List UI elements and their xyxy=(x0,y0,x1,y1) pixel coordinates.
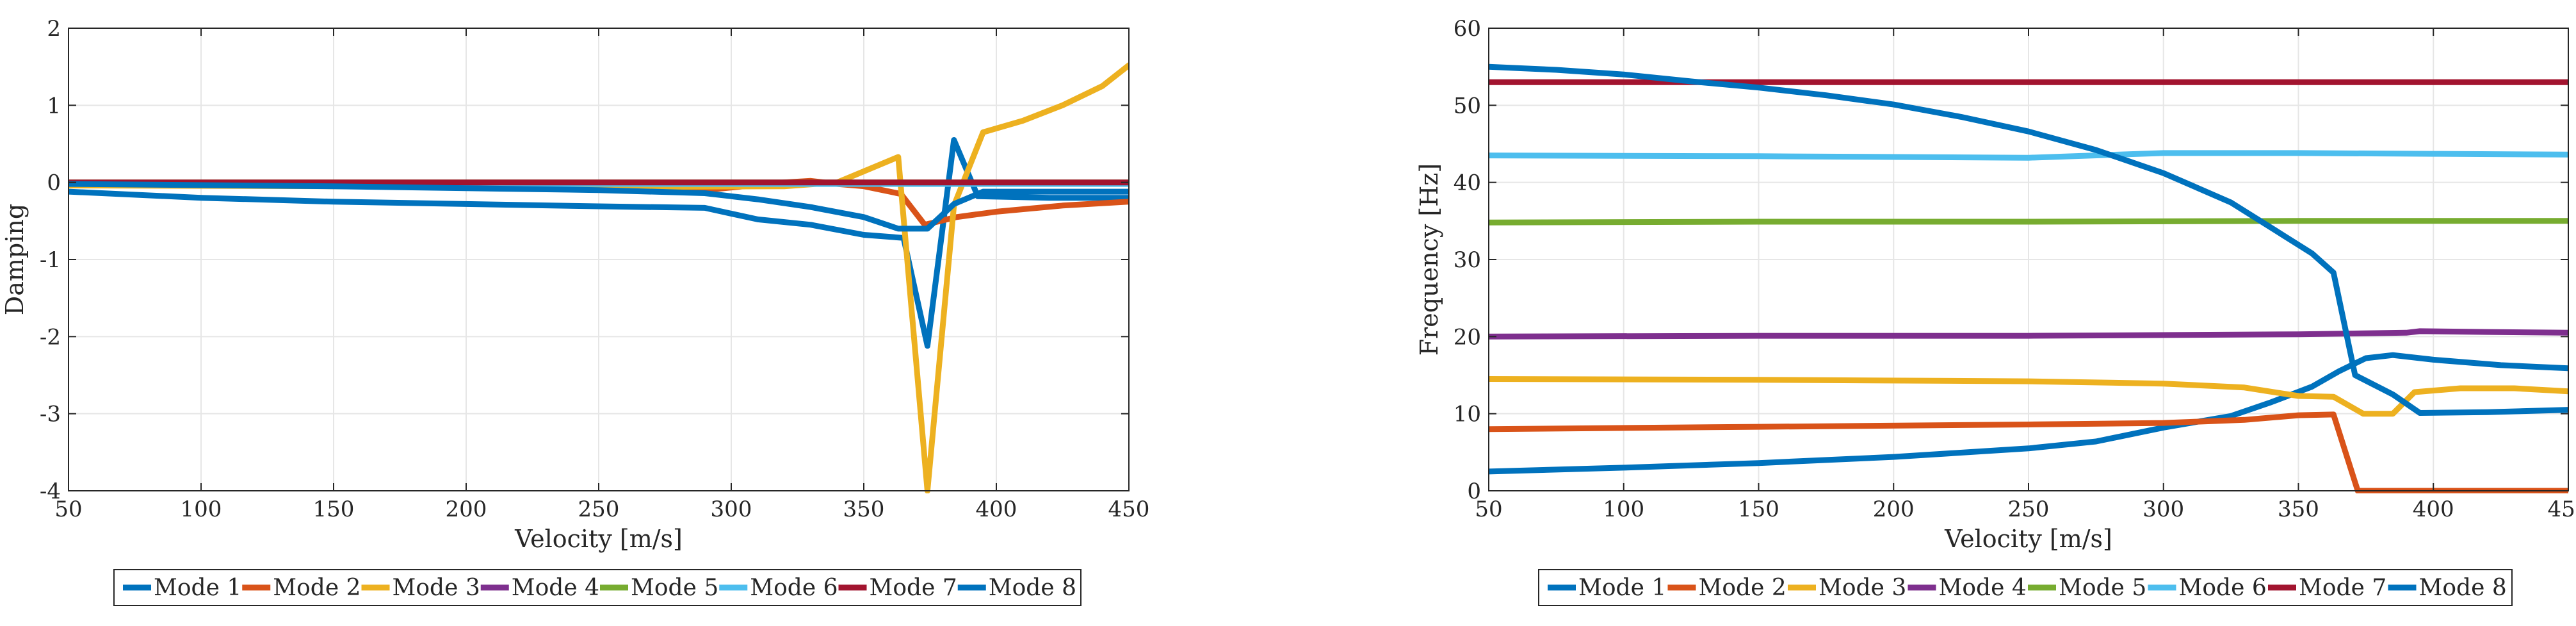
y-tick-label: 20 xyxy=(1454,324,1481,350)
legend-label: Mode 7 xyxy=(2299,575,2386,601)
x-tick-label: 200 xyxy=(1873,497,1915,522)
y-tick-label: 40 xyxy=(1454,170,1481,196)
x-axis-label: Velocity [m/s] xyxy=(1944,525,2112,553)
frequency-chart: 501001502002503003504004506050403020100V… xyxy=(1415,16,2576,606)
legend-label: Mode 5 xyxy=(2059,575,2146,601)
x-tick-label: 100 xyxy=(1603,497,1644,522)
legend-label: Mode 4 xyxy=(1939,575,2027,601)
x-tick-label: 450 xyxy=(1108,497,1150,522)
x-tick-label: 400 xyxy=(2413,497,2454,522)
series-line-mode-8 xyxy=(1489,63,2568,416)
x-tick-label: 250 xyxy=(2008,497,2050,522)
y-tick-label: 60 xyxy=(1454,16,1481,42)
y-tick-label: 0 xyxy=(1467,479,1481,504)
legend-label: Mode 8 xyxy=(2419,575,2507,601)
series-line-mode-3 xyxy=(1489,376,2568,417)
x-tick-label: 250 xyxy=(578,497,620,522)
x-tick-label: 50 xyxy=(54,497,82,522)
x-tick-label: 50 xyxy=(1475,497,1502,522)
y-axis-label: Frequency [Hz] xyxy=(1415,163,1443,356)
y-tick-label: 2 xyxy=(47,16,61,42)
y-tick-label: 0 xyxy=(47,170,61,196)
legend-label: Mode 5 xyxy=(631,575,718,601)
x-tick-label: 300 xyxy=(2143,497,2184,522)
series-line-mode-4 xyxy=(1489,328,2568,340)
legend-label: Mode 4 xyxy=(512,575,599,601)
x-tick-label: 350 xyxy=(843,497,885,522)
x-tick-label: 200 xyxy=(446,497,487,522)
y-tick-label: -1 xyxy=(40,247,61,273)
y-tick-label: -4 xyxy=(40,479,61,504)
y-tick-label: -3 xyxy=(40,402,61,427)
y-tick-label: 30 xyxy=(1454,247,1481,273)
legend-label: Mode 3 xyxy=(393,575,480,601)
legend-label: Mode 1 xyxy=(1578,575,1666,601)
y-tick-label: 50 xyxy=(1454,93,1481,119)
y-tick-label: 10 xyxy=(1454,402,1481,427)
x-tick-label: 350 xyxy=(2278,497,2319,522)
x-tick-label: 300 xyxy=(711,497,752,522)
x-tick-label: 150 xyxy=(313,497,355,522)
series-line-mode-5 xyxy=(1489,218,2568,226)
series-line-mode-8 xyxy=(69,181,1129,232)
y-axis-label: Damping xyxy=(1,204,29,315)
legend-label: Mode 6 xyxy=(750,575,838,601)
y-tick-label: -2 xyxy=(40,324,61,350)
x-tick-label: 100 xyxy=(181,497,222,522)
y-tick-label: 1 xyxy=(47,93,61,119)
series-line-mode-1 xyxy=(69,137,1129,349)
legend-label: Mode 3 xyxy=(1819,575,1906,601)
legend-label: Mode 1 xyxy=(154,575,241,601)
legend-label: Mode 8 xyxy=(989,575,1076,601)
damping-chart: 50 100 150 200 250 300 350 400 450 2 1 0 -1 -2 -3 -4 Vel… xyxy=(1,16,1150,606)
x-tick-label: 150 xyxy=(1738,497,1779,522)
legend-box xyxy=(113,569,1081,606)
legend-label: Mode 7 xyxy=(870,575,957,601)
legend-box xyxy=(1538,569,2513,606)
x-tick-label: 400 xyxy=(976,497,1017,522)
legend-label: Mode 6 xyxy=(2179,575,2267,601)
x-tick-label: 450 xyxy=(2548,497,2576,522)
series-line-mode-1 xyxy=(1489,352,2568,475)
series-line-mode-6 xyxy=(1489,150,2568,161)
legend-label: Mode 2 xyxy=(273,575,360,601)
legend-label: Mode 2 xyxy=(1699,575,1786,601)
x-axis-label: Velocity [m/s] xyxy=(514,525,683,553)
